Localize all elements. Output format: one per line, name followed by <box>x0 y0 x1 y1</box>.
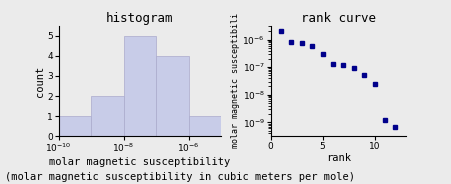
Text: (molar magnetic susceptibility in cubic meters per mole): (molar magnetic susceptibility in cubic … <box>5 172 354 182</box>
Title: histogram: histogram <box>106 12 174 25</box>
Bar <box>59 116 91 136</box>
Y-axis label: molar magnetic susceptibili: molar magnetic susceptibili <box>231 13 240 148</box>
Bar <box>124 36 156 136</box>
Y-axis label: count: count <box>35 65 45 97</box>
Bar <box>156 56 189 136</box>
X-axis label: molar magnetic susceptibility: molar magnetic susceptibility <box>49 157 230 167</box>
Bar <box>189 116 221 136</box>
Title: rank curve: rank curve <box>301 12 376 25</box>
Bar <box>91 96 124 136</box>
X-axis label: rank: rank <box>326 153 351 164</box>
